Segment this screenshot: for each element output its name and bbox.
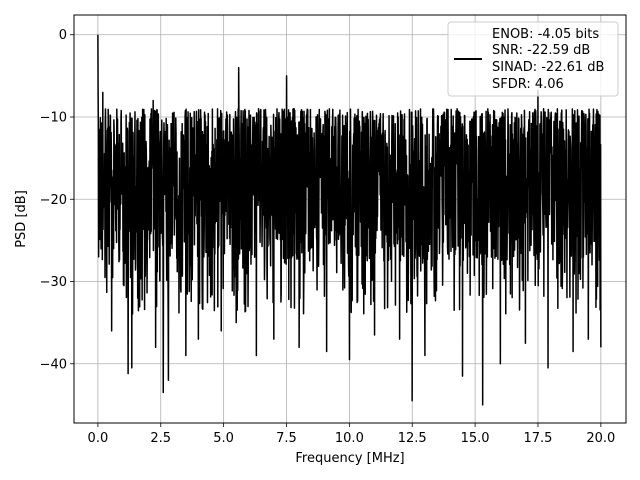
y-tick-label: −10 — [40, 111, 67, 126]
plot-frame — [73, 14, 627, 424]
x-tick-label: 0.0 — [88, 431, 109, 446]
legend: ENOB: -4.05 bits SNR: -22.59 dB SINAD: -… — [447, 21, 619, 97]
x-axis-ticks: 0.0 2.5 5.0 7.5 10.0 12.5 15.0 17.5 20.0 — [88, 423, 615, 446]
x-tick-label: 7.5 — [276, 431, 297, 446]
legend-entry-snr: SNR: -22.59 dB — [492, 43, 590, 58]
x-tick-label: 5.0 — [213, 431, 234, 446]
x-tick-label: 15.0 — [461, 431, 490, 446]
x-tick-label: 17.5 — [524, 431, 553, 446]
psd-series-line — [97, 34, 602, 406]
y-tick-label: −20 — [40, 193, 67, 208]
y-tick-label: 0 — [59, 28, 67, 43]
x-tick-label: 12.5 — [398, 431, 427, 446]
y-tick-label: −30 — [40, 275, 67, 290]
legend-entry-sinad: SINAD: -22.61 dB — [492, 60, 604, 75]
x-tick-label: 2.5 — [150, 431, 171, 446]
legend-box — [447, 21, 619, 97]
y-axis-ticks: 0 −10 −20 −30 −40 — [40, 28, 74, 372]
y-tick-label: −40 — [40, 357, 67, 372]
x-tick-label: 10.0 — [335, 431, 364, 446]
x-tick-label: 20.0 — [586, 431, 615, 446]
legend-entry-enob: ENOB: -4.05 bits — [492, 27, 599, 42]
data-series — [97, 34, 602, 406]
x-axis-label: Frequency [MHz] — [295, 451, 404, 466]
legend-entry-sfdr: SFDR: 4.06 — [492, 77, 564, 92]
y-axis-label: PSD [dB] — [14, 190, 29, 248]
